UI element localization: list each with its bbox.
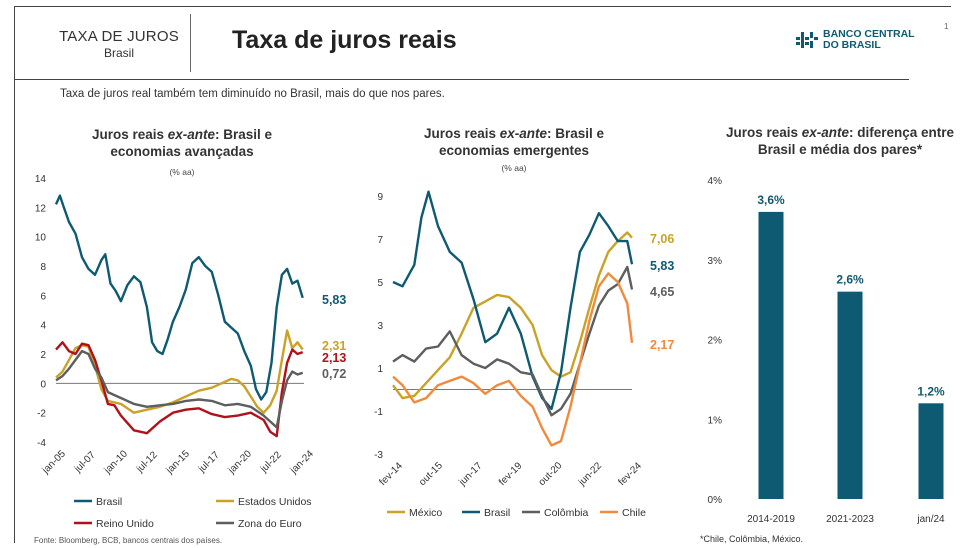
advanced-chart-end-label-reino_unido: 2,13 [322,351,346,365]
advanced-chart-y-tick: 2 [40,350,46,361]
difference-chart-title-line2: Brasil e média dos pares* [758,142,923,157]
advanced-chart-legend-label: Zona do Euro [238,518,302,530]
difference-chart-bar-label: 3,6% [757,193,785,207]
advanced-chart-legend-label: Estados Unidos [238,496,312,508]
advanced-chart-y-tick: 12 [35,203,47,214]
footnote: *Chile, Colômbia, México. [700,534,804,544]
emerging-chart-unit: (% aa) [501,163,526,173]
emerging-chart-series-chile-line [392,272,634,447]
emerging-chart-x-tick: jun-22 [576,460,604,488]
difference-chart-x-tick: 2021-2023 [826,514,874,525]
page-number: 1 [944,22,949,31]
emerging-chart-legend-label: Brasil [484,507,510,519]
advanced-chart-x-tick: jan-15 [164,448,192,476]
difference-chart-y-tick: 1% [708,415,723,426]
advanced-chart-legend-label: Brasil [96,496,122,508]
section-title: TAXA DE JUROS [59,28,179,45]
emerging-chart-end-label-chile: 2,17 [650,338,674,352]
difference-chart-bar [837,291,863,499]
difference-chart-title: Juros reais ex-ante: diferença entre [726,125,955,140]
header-rule [14,79,909,80]
advanced-chart-y-tick: 14 [35,174,47,185]
advanced-chart-series-zona_euro-line [55,349,304,429]
advanced-chart-x-tick: jul-22 [258,449,284,475]
advanced-chart-unit: (% aa) [169,167,194,177]
emerging-chart-end-label-mexico: 7,06 [650,232,674,246]
advanced-chart-y-tick: 8 [40,262,46,273]
logo-line-2: DO BRASIL [823,39,881,51]
advanced-chart-x-tick: jul-07 [72,449,98,475]
source-note: Fonte: Bloomberg, BCB, bancos centrais d… [34,536,223,545]
emerging-chart-x-tick: fev-14 [378,460,406,488]
emerging-chart-y-tick: -3 [374,450,383,461]
page-title: Taxa de juros reais [232,26,457,54]
advanced-chart-x-tick: jan-20 [226,448,254,476]
difference-chart-y-tick: 4% [708,176,723,187]
emerging-chart-x-tick: out-15 [417,460,445,488]
advanced-chart-end-label-eua: 2,31 [322,339,346,353]
advanced-chart-end-label-brasil: 5,83 [322,293,346,307]
header-divider [190,14,191,72]
slide-frame [14,6,951,543]
difference-chart-bar-label: 2,6% [836,273,864,287]
advanced-chart-series-brasil-line [54,194,304,401]
advanced-chart-end-label-zona_euro: 0,72 [322,367,346,381]
emerging-chart-y-tick: 3 [377,321,383,332]
emerging-chart-x-tick: jun-17 [456,460,484,488]
difference-chart-bar [758,211,784,499]
difference-chart-y-tick: 2% [708,336,723,347]
emerging-chart-y-tick: -1 [374,407,383,418]
bcb-logo-icon [796,32,818,48]
bcb-logo: BANCO CENTRAL DO BRASIL [796,29,915,51]
emerging-chart-legend-label: Chile [622,507,646,519]
emerging-chart-series-brasil-line [392,190,634,411]
advanced-chart-series-eua-line [55,329,304,414]
emerging-chart-y-tick: 1 [377,364,383,375]
slide-subtitle: Taxa de juros real também tem diminuído … [60,88,445,100]
advanced-chart-x-tick: jul-12 [134,449,160,475]
advanced-chart-x-tick: jan-05 [40,448,68,476]
difference-chart-y-tick: 0% [708,495,723,506]
emerging-chart-end-label-brasil: 5,83 [650,259,674,273]
emerging-chart-series-mexico-line [392,231,633,400]
emerging-chart-series-colombia-line [392,265,634,417]
advanced-chart-y-tick: 6 [40,291,46,302]
emerging-chart-y-tick: 7 [377,235,383,246]
emerging-chart-legend-label: México [409,507,442,519]
advanced-chart-x-tick: jan-24 [288,448,316,476]
emerging-chart-end-label-colombia: 4,65 [650,285,674,299]
advanced-chart-y-tick: -4 [37,438,46,449]
advanced-chart-y-tick: 0 [40,379,46,390]
emerging-chart-y-tick: 5 [377,278,383,289]
section-subtitle: Brasil [103,46,134,60]
advanced-chart-y-tick: 10 [35,233,47,244]
advanced-chart-x-tick: jan-10 [102,448,130,476]
advanced-chart-title: Juros reais ex-ante: Brasil e [92,127,273,142]
advanced-chart-title-line2: economias avançadas [110,144,253,159]
difference-chart-y-tick: 3% [708,256,723,267]
advanced-chart-x-tick: jul-17 [196,449,222,475]
emerging-chart-title-line2: economias emergentes [439,143,589,158]
emerging-chart-x-tick: fev-24 [617,460,645,488]
emerging-chart-title: Juros reais ex-ante: Brasil e [424,126,605,141]
difference-chart-bar [918,403,944,499]
difference-chart-bar-label: 1,2% [917,384,945,398]
emerging-chart-legend-label: Colômbia [544,507,589,519]
section-header: TAXA DE JUROS Brasil [54,28,184,60]
emerging-chart-x-tick: out-20 [537,460,565,488]
advanced-chart-legend-label: Reino Unido [96,518,154,530]
difference-chart-x-tick: 2014-2019 [747,514,795,525]
emerging-chart-y-tick: 9 [377,192,383,203]
difference-chart-x-tick: jan/24 [916,514,945,525]
advanced-chart-y-tick: 4 [40,321,46,332]
advanced-chart-y-tick: -2 [37,409,46,420]
emerging-chart-x-tick: fev-19 [497,460,525,488]
logo-line-1: BANCO CENTRAL [823,28,915,40]
